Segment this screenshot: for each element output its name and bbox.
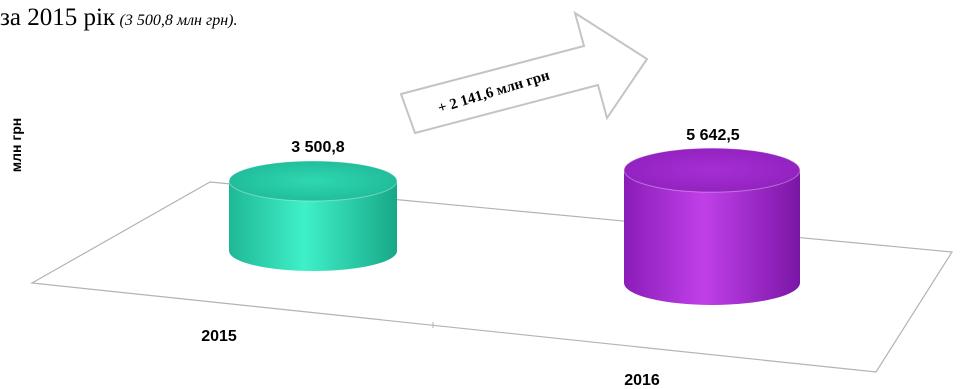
bar-2016 (623, 147, 801, 305)
chart-floor (30, 181, 954, 373)
bar-2016-body (624, 170, 800, 305)
category-label-2016: 2016 (624, 372, 660, 389)
category-label-2015: 2015 (201, 328, 237, 345)
header-prefix: за 2015 рік (0, 4, 116, 31)
bar-2016-top (623, 147, 801, 193)
growth-arrow: + 2 141,6 млн грн (399, 10, 649, 135)
bar-2015 (228, 160, 398, 271)
header-note: (3 500,8 млн грн). (119, 12, 238, 29)
data-label-2015: 3 500,8 (291, 139, 344, 156)
bar-2015-top (228, 160, 398, 202)
data-label-2016: 5 642,5 (686, 127, 739, 144)
bar-2015-body (229, 180, 397, 271)
header-text: за 2015 рік (3 500,8 млн грн). (0, 4, 238, 32)
